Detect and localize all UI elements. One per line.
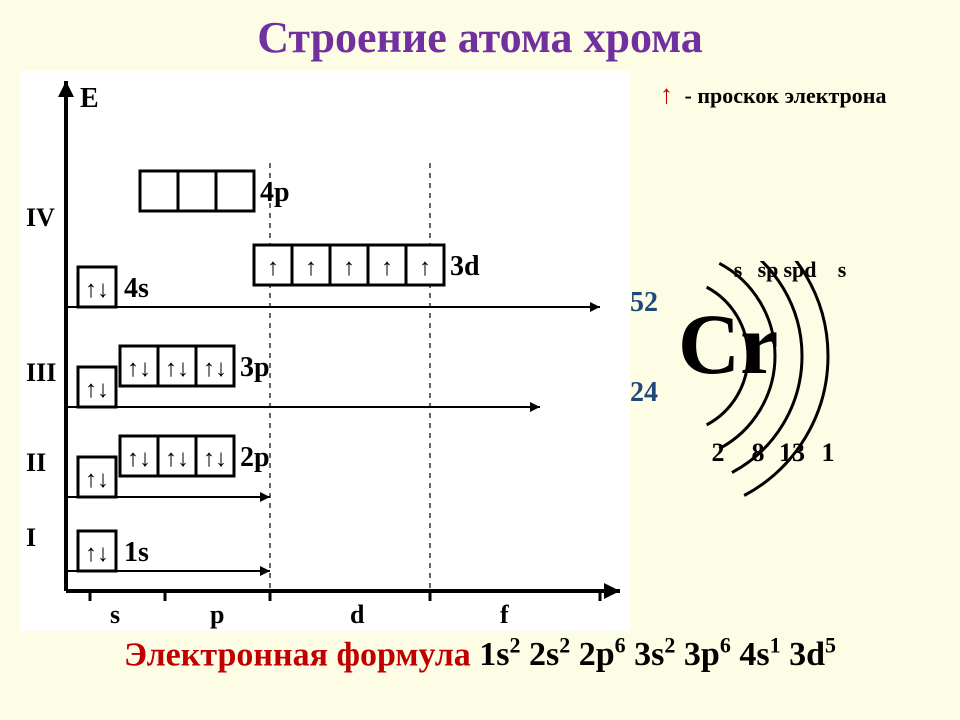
svg-text:↑↓: ↑↓ — [85, 466, 109, 493]
atomic-number: 24 — [630, 377, 658, 409]
svg-text:↑↓: ↑↓ — [203, 355, 227, 382]
content-area: EspdfI↑↓1sII↑↓↑↓↑↓↑↓2pIII↑↓↑↓↑↓↑↓3pIV↑↓4… — [20, 71, 940, 631]
svg-text:↑↓: ↑↓ — [203, 445, 227, 472]
svg-text:E: E — [80, 83, 99, 114]
element-symbol: Cr — [678, 301, 778, 387]
shell-svg: sspspds28131 — [620, 261, 960, 541]
svg-text:II: II — [26, 448, 46, 477]
svg-text:spd: spd — [783, 261, 816, 282]
svg-text:↑↓: ↑↓ — [85, 276, 109, 303]
legend-text: - проскок электрона — [685, 83, 887, 108]
svg-text:↑↓: ↑↓ — [127, 355, 151, 382]
svg-text:↑↓: ↑↓ — [165, 355, 189, 382]
svg-text:sp: sp — [758, 261, 779, 282]
svg-text:f: f — [500, 600, 509, 629]
svg-text:s: s — [110, 600, 120, 629]
svg-text:p: p — [210, 600, 224, 629]
svg-text:2p: 2p — [240, 442, 270, 473]
energy-diagram: Es p d f I ↑↓ 1s II ↑↓ ↑↓ ↑↓ ↑↓ 2p III ↑↓ ↑↓ ↑↓ ↑↓ 3p IV ↑↓ 4… — [20, 71, 630, 631]
svg-text:↑: ↑ — [343, 254, 355, 281]
svg-text:4s: 4s — [124, 273, 149, 304]
svg-text:3p: 3p — [240, 352, 270, 383]
svg-text:↑↓: ↑↓ — [85, 540, 109, 567]
svg-text:↑: ↑ — [267, 254, 279, 281]
svg-text:↑: ↑ — [381, 254, 393, 281]
svg-text:3d: 3d — [450, 251, 480, 282]
svg-text:↑: ↑ — [305, 254, 317, 281]
svg-text:↑↓: ↑↓ — [127, 445, 151, 472]
svg-text:1s: 1s — [124, 537, 149, 568]
electron-formula: Электронная формула 1s2 2s2 2p6 3s2 3p6 … — [0, 633, 960, 674]
svg-text:↑: ↑ — [419, 254, 431, 281]
svg-text:III: III — [26, 358, 56, 387]
svg-text:1: 1 — [822, 438, 835, 467]
svg-text:s: s — [734, 261, 743, 282]
svg-text:8: 8 — [752, 438, 765, 467]
svg-text:4p: 4p — [260, 177, 290, 208]
mass-number: 52 — [630, 287, 658, 319]
svg-text:s: s — [838, 261, 847, 282]
legend: ↑ - проскок электрона — [660, 79, 886, 110]
shell-diagram: 52 24 Cr sspspds28131 — [620, 261, 960, 541]
svg-text:IV: IV — [26, 203, 55, 232]
svg-text:I: I — [26, 523, 36, 552]
svg-text:13: 13 — [779, 438, 805, 467]
svg-text:↑↓: ↑↓ — [85, 376, 109, 403]
legend-arrow-icon: ↑ — [660, 79, 673, 110]
svg-text:d: d — [350, 600, 365, 629]
page-title: Строение атома хрома — [0, 0, 960, 63]
diagram-svg: Es p d f I ↑↓ 1s II ↑↓ ↑↓ ↑↓ ↑↓ 2p III ↑↓ ↑↓ ↑↓ ↑↓ 3p IV ↑↓ 4… — [20, 71, 630, 631]
svg-text:↑↓: ↑↓ — [165, 445, 189, 472]
svg-text:2: 2 — [712, 438, 725, 467]
